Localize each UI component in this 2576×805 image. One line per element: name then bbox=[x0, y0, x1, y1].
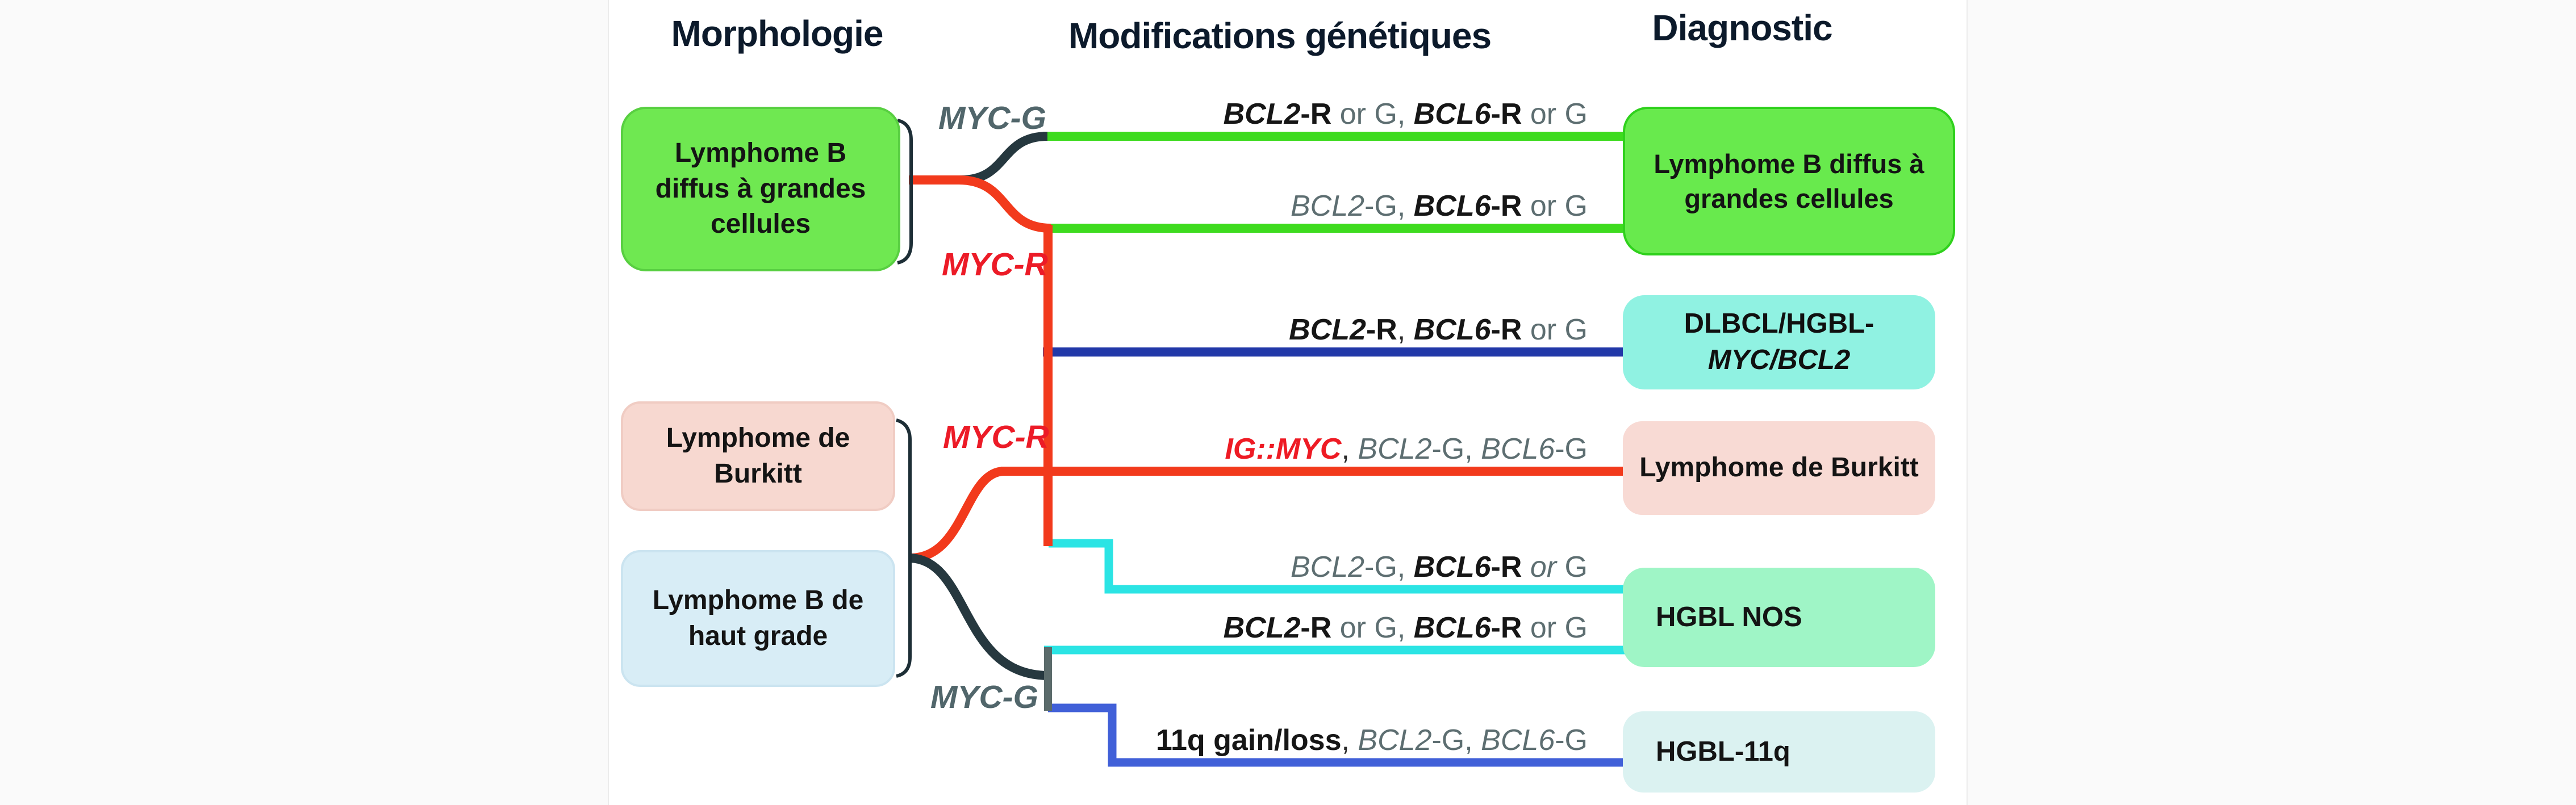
text-segment: 11q gain/loss bbox=[1155, 724, 1342, 757]
diagnosis-box-hgbl-nos-label: HGBL NOS bbox=[1656, 601, 1802, 632]
text-segment: BCL2 bbox=[1223, 98, 1301, 131]
text-segment: BCL2 bbox=[1291, 190, 1365, 223]
diagnosis-box-burkitt-label: Lymphome de Burkitt bbox=[1639, 452, 1919, 483]
diagnosis-box-burkitt: Lymphome de Burkitt bbox=[1623, 421, 1935, 515]
diagnosis-box-dlbcl: Lymphome B diffus à grandes cellules bbox=[1623, 107, 1955, 255]
diagnosis-box-hgbl-11q: HGBL-11q bbox=[1623, 711, 1935, 793]
text-segment: , bbox=[1341, 724, 1358, 757]
genetic-row-3: BCL2-R, BCL6-R or G bbox=[1079, 313, 1588, 347]
genetic-row-2: BCL2-G, BCL6-R or G bbox=[1079, 190, 1588, 224]
text-segment: BCL6 bbox=[1413, 190, 1491, 223]
curve-myc-g-top bbox=[909, 132, 1048, 185]
diagnosis-box-dlbcl-hgbl-myc-bcl2-label: DLBCL/HGBL- MYC/BCL2 bbox=[1623, 306, 1935, 378]
header-diagnostic: Diagnostic bbox=[1652, 7, 1832, 48]
diagnosis-box-hgbl-nos: HGBL NOS bbox=[1623, 568, 1935, 667]
genetic-row-4: IG::MYC, BCL2-G, BCL6-G bbox=[1079, 433, 1588, 467]
morphology-box-dlbcl: Lymphome B diffus à grandes cellules bbox=[621, 107, 900, 271]
branch-label-myc-r-top: MYC-R bbox=[942, 246, 1048, 283]
header-morphology: Morphologie bbox=[671, 13, 884, 54]
line-row5-cyan bbox=[1049, 539, 1626, 594]
text-segment: -G, bbox=[1431, 724, 1481, 757]
diagnosis-box-dlbcl-hgbl-myc-bcl2: DLBCL/HGBL- MYC/BCL2 bbox=[1623, 295, 1935, 389]
text-segment: , bbox=[1397, 313, 1414, 346]
text-segment: BCL2 bbox=[1290, 551, 1365, 584]
curve-myc-g-lower bbox=[909, 554, 1049, 680]
genetic-row-7: 11q gain/loss, BCL2-G, BCL6-G bbox=[1079, 724, 1588, 758]
branch-label-myc-r-mid: MYC-R bbox=[943, 419, 1049, 455]
morphology-box-burkitt: Lymphome de Burkitt bbox=[621, 401, 895, 511]
text-segment: -G, bbox=[1364, 190, 1414, 223]
diagnosis-box-hgbl-11q-label: HGBL-11q bbox=[1656, 736, 1790, 767]
text-segment: -R bbox=[1491, 98, 1522, 131]
text-segment: -R bbox=[1366, 313, 1397, 346]
genetic-row-5: BCL2-G, BCL6-R or G bbox=[1079, 551, 1588, 585]
diagnosis-box-dlbcl-label: Lymphome B diffus à grandes cellules bbox=[1654, 148, 1924, 213]
text-segment: or G bbox=[1522, 98, 1588, 131]
text-segment: G bbox=[1556, 551, 1588, 584]
text-segment: or G bbox=[1522, 190, 1588, 223]
text-segment: BCL2 bbox=[1358, 724, 1432, 757]
text-segment: BCL2 bbox=[1289, 313, 1366, 346]
text-segment: -R bbox=[1491, 551, 1522, 584]
text-segment: BCL2 bbox=[1358, 433, 1432, 466]
morphology-box-high-grade: Lymphome B de haut grade bbox=[621, 550, 895, 687]
text-segment: IG::MYC bbox=[1225, 433, 1342, 466]
text-segment: MYC/BCL2 bbox=[1707, 345, 1851, 375]
text-segment: BCL6 bbox=[1481, 433, 1555, 466]
header-genetics: Modifications génétiques bbox=[1068, 15, 1492, 56]
branch-label-myc-g-bottom: MYC-G bbox=[930, 679, 1038, 715]
text-segment: BCL6 bbox=[1413, 98, 1491, 131]
morphology-box-dlbcl-label: Lymphome B diffus à grandes cellules bbox=[655, 138, 866, 240]
text-segment: -G, bbox=[1364, 551, 1414, 584]
line-row7-royal bbox=[1048, 703, 1626, 767]
text-segment: or G, bbox=[1331, 98, 1414, 131]
text-segment: BCL6 bbox=[1413, 551, 1491, 584]
text-segment bbox=[1522, 551, 1530, 584]
text-segment: -G bbox=[1555, 724, 1588, 757]
text-segment: -R bbox=[1491, 190, 1522, 223]
text-segment: -R bbox=[1300, 611, 1332, 644]
text-segment: -R bbox=[1491, 611, 1522, 644]
text-segment: -G, bbox=[1431, 433, 1481, 466]
curve-myc-r-lower bbox=[909, 467, 1005, 563]
text-segment: BCL2 bbox=[1223, 611, 1301, 644]
text-segment: or G, bbox=[1331, 611, 1414, 644]
text-segment: BCL6 bbox=[1481, 724, 1555, 757]
bracket-dlbcl bbox=[897, 119, 913, 265]
text-segment: , bbox=[1341, 433, 1358, 466]
morphology-box-burkitt-label: Lymphome de Burkitt bbox=[666, 423, 850, 489]
text-segment: or G bbox=[1522, 611, 1588, 644]
text-segment: -G bbox=[1555, 433, 1588, 466]
text-segment: or bbox=[1530, 551, 1557, 584]
curve-myc-r-top bbox=[909, 175, 1051, 233]
genetic-row-6: BCL2-R or G, BCL6-R or G bbox=[1079, 611, 1588, 645]
branch-label-myc-g-top: MYC-G bbox=[938, 100, 1046, 136]
text-segment: -R bbox=[1300, 98, 1332, 131]
text-segment: DLBCL/HGBL- bbox=[1684, 308, 1874, 339]
bracket-burkitt-hgbl bbox=[896, 418, 912, 678]
text-segment: -R bbox=[1491, 313, 1522, 346]
morphology-box-high-grade-label: Lymphome B de haut grade bbox=[652, 585, 864, 651]
text-segment: or G bbox=[1522, 313, 1588, 346]
text-segment: BCL6 bbox=[1413, 313, 1491, 346]
genetic-row-1: BCL2-R or G, BCL6-R or G bbox=[1079, 98, 1588, 132]
text-segment: BCL6 bbox=[1413, 611, 1491, 644]
